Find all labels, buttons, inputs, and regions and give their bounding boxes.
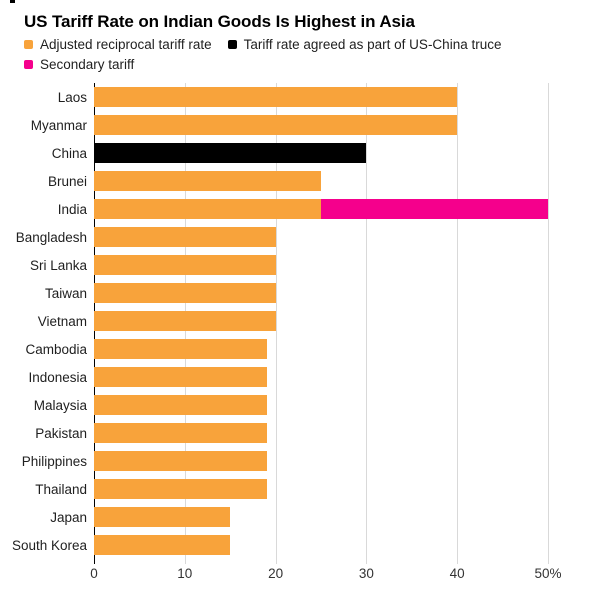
bar-row-india: India	[0, 195, 600, 223]
legend-label: Tariff rate agreed as part of US-China t…	[243, 37, 502, 53]
category-label: Pakistan	[35, 425, 87, 441]
bar-row-brunei: Brunei	[0, 167, 600, 195]
bar-row-china: China	[0, 139, 600, 167]
category-label: Thailand	[35, 481, 87, 497]
legend-item-secondary-tariff: Secondary tariff	[24, 56, 134, 73]
x-tick-label-0: 0	[90, 566, 98, 582]
x-tick-label-50: 50%	[534, 566, 562, 582]
gridline-30	[366, 83, 368, 565]
bar-track	[94, 535, 548, 556]
bar-row-laos: Laos	[0, 83, 600, 111]
category-label: Laos	[57, 89, 87, 105]
legend-swatch-icon	[227, 40, 237, 50]
bar-track	[94, 423, 548, 444]
bar-row-south-korea: South Korea	[0, 531, 600, 559]
chart-title: US Tariff Rate on Indian Goods Is Highes…	[24, 12, 415, 31]
category-label: Malaysia	[33, 397, 87, 413]
bar-segment-adjusted-reciprocal-tariff-rate	[94, 423, 267, 444]
bar-row-japan: Japan	[0, 503, 600, 531]
bar-row-myanmar: Myanmar	[0, 111, 600, 139]
bar-chart: Laos Myanmar China Brunei India Bangladesh Sri…	[0, 83, 600, 584]
bar-track	[94, 451, 548, 472]
category-label: Indonesia	[28, 369, 87, 385]
x-tick-label-30: 30	[358, 566, 374, 582]
bar-segment-adjusted-reciprocal-tariff-rate	[94, 255, 276, 276]
category-label: Cambodia	[25, 341, 87, 357]
category-label: South Korea	[11, 537, 87, 553]
category-label: Taiwan	[44, 285, 87, 301]
category-label: China	[51, 145, 87, 161]
bar-track	[94, 283, 548, 304]
bar-segment-adjusted-reciprocal-tariff-rate	[94, 283, 276, 304]
bar-track	[94, 143, 548, 164]
bar-track	[94, 199, 548, 220]
bar-segment-adjusted-reciprocal-tariff-rate	[94, 171, 321, 192]
bar-row-pakistan: Pakistan	[0, 419, 600, 447]
legend-item-adjusted-reciprocal-tariff-rate: Adjusted reciprocal tariff rate	[24, 36, 212, 53]
bar-track	[94, 87, 548, 108]
category-label: Sri Lanka	[29, 257, 87, 273]
bar-segment-adjusted-reciprocal-tariff-rate	[94, 311, 276, 332]
bar-track	[94, 227, 548, 248]
gridline-20	[275, 83, 277, 565]
bar-row-cambodia: Cambodia	[0, 335, 600, 363]
bar-track	[94, 507, 548, 528]
bar-row-bangladesh: Bangladesh	[0, 223, 600, 251]
bar-segment-adjusted-reciprocal-tariff-rate	[94, 479, 267, 500]
category-label: Brunei	[47, 173, 87, 189]
top-edge-artifact	[10, 0, 15, 3]
bar-segment-adjusted-reciprocal-tariff-rate	[94, 535, 231, 556]
category-label: Japan	[50, 509, 87, 525]
legend-item-tariff-rate-agreed-as-part-of-us-china-truce: Tariff rate agreed as part of US-China t…	[227, 36, 502, 53]
category-label: Myanmar	[30, 117, 87, 133]
bar-row-sri-lanka: Sri Lanka	[0, 251, 600, 279]
bar-row-vietnam: Vietnam	[0, 307, 600, 335]
bar-segment-adjusted-reciprocal-tariff-rate	[94, 451, 267, 472]
bar-segment-adjusted-reciprocal-tariff-rate	[94, 199, 321, 220]
bar-track	[94, 115, 548, 136]
bar-row-thailand: Thailand	[0, 475, 600, 503]
x-tick-label-10: 10	[177, 566, 193, 582]
bar-track	[94, 171, 548, 192]
bar-row-philippines: Philippines	[0, 447, 600, 475]
legend-swatch-icon	[24, 60, 33, 70]
category-label: India	[57, 201, 87, 217]
category-label: Bangladesh	[15, 229, 87, 245]
bar-track	[94, 339, 548, 360]
bar-segment-secondary-tariff	[321, 199, 548, 220]
category-label: Philippines	[21, 453, 87, 469]
bar-rows: Laos Myanmar China Brunei India Bangladesh Sri…	[0, 83, 600, 559]
bar-row-malaysia: Malaysia	[0, 391, 600, 419]
bar-segment-adjusted-reciprocal-tariff-rate	[94, 115, 458, 136]
bar-row-indonesia: Indonesia	[0, 363, 600, 391]
bar-segment-adjusted-reciprocal-tariff-rate	[94, 507, 231, 528]
x-tick-label-20: 20	[268, 566, 284, 582]
legend-swatch-icon	[24, 40, 33, 50]
bar-segment-tariff-rate-agreed-as-part-of-us-china-truce	[94, 143, 367, 164]
bar-track	[94, 311, 548, 332]
category-label: Vietnam	[37, 313, 87, 329]
bar-track	[94, 255, 548, 276]
bar-segment-adjusted-reciprocal-tariff-rate	[94, 227, 276, 248]
bar-segment-adjusted-reciprocal-tariff-rate	[94, 395, 267, 416]
legend-label: Secondary tariff	[40, 57, 135, 73]
bar-segment-adjusted-reciprocal-tariff-rate	[94, 87, 458, 108]
bar-row-taiwan: Taiwan	[0, 279, 600, 307]
bar-segment-adjusted-reciprocal-tariff-rate	[94, 367, 267, 388]
bar-track	[94, 479, 548, 500]
bar-track	[94, 395, 548, 416]
gridline-40	[457, 83, 459, 565]
legend: Adjusted reciprocal tariff rate Tariff ra…	[24, 36, 576, 73]
x-tick-label-40: 40	[449, 566, 465, 582]
x-axis-labels: 0 10 20 30 40 50%	[90, 566, 561, 584]
bar-track	[94, 367, 548, 388]
legend-label: Adjusted reciprocal tariff rate	[40, 37, 212, 53]
bar-segment-adjusted-reciprocal-tariff-rate	[94, 339, 267, 360]
gridline-50	[548, 83, 549, 565]
